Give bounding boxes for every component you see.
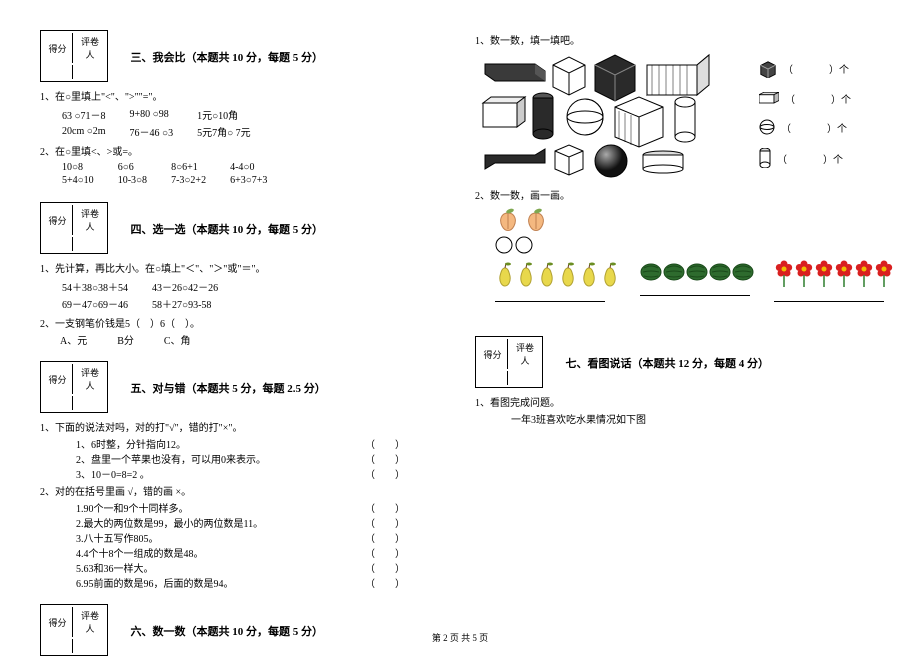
count-row: （）个 [759, 60, 880, 78]
s5-q2-item: 5.63和36一样大。（ ） [76, 560, 445, 575]
s7-q1-sub: 一年3班喜欢吃水果情况如下图 [475, 411, 880, 426]
reviewer-value [75, 65, 105, 79]
s5-q2-item: 2.最大的两位数是99，最小的两位数是11。（ ） [76, 515, 445, 530]
count-row: （）个 [759, 119, 880, 135]
flower-icon [834, 260, 854, 288]
box-shape-icon [485, 64, 545, 81]
shapes-area: （）个 （）个 （）个 （）个 [475, 49, 880, 179]
pear-icon [558, 260, 578, 288]
shapes-collection [475, 49, 755, 179]
cylinder-icon [759, 148, 771, 168]
s5-q1-item: 3、10－0=8=2 。（ ） [76, 466, 445, 481]
pear-set [495, 260, 620, 302]
sphere-dark-icon [595, 145, 627, 177]
pear-icon [537, 260, 557, 288]
pear-icon [600, 260, 620, 288]
s5-q1: 1、下面的说法对吗，对的打"√"，错的打"×"。 [40, 419, 445, 434]
count-row: （）个 [759, 91, 880, 106]
cube-hatched-icon [615, 97, 663, 147]
box-flat-icon [485, 149, 545, 169]
answer-line [774, 296, 884, 302]
section-7-title: 七、看图说话（本题共 12 分，每题 4 分） [566, 358, 770, 370]
s4-q1-table: 54＋38○38＋5443－26○42－26 69－47○69－4658＋27○… [40, 277, 242, 313]
flower-icon [794, 260, 814, 288]
peach-row [475, 206, 880, 232]
melon-set [640, 260, 754, 302]
left-column: 得分评卷人 三、我会比（本题共 10 分，每题 5 分） 1、在○里填上"<"、… [40, 30, 445, 620]
cylinder-dark-icon [533, 93, 553, 139]
melon-icon [640, 260, 662, 282]
circle-row [475, 236, 880, 254]
s4-q2-opts: A、元 B分 C、角 [40, 332, 445, 347]
answer-line [495, 296, 605, 302]
s5-q1-item: 1、6时整，分针指向12。（ ） [76, 436, 445, 451]
s3-q1: 1、在○里填上"<"、">""="。 [40, 88, 445, 103]
s5-q2-item: 1.90个一和9个十同样多。（ ） [76, 500, 445, 515]
s4-q2: 2、一支钢笔价钱是5（ ）6（ ）。 [40, 315, 445, 330]
s3-q1-table: 63 ○71－89+80 ○981元○10角 20cm ○2m76－46 ○35… [40, 105, 275, 141]
box-icon [759, 92, 779, 104]
section-3-title: 三、我会比（本题共 10 分，每题 5 分） [131, 52, 324, 64]
circle-icon [495, 236, 513, 254]
pear-icon [516, 260, 536, 288]
count-answers: （）个 （）个 （）个 （）个 [759, 49, 880, 179]
section-3: 得分评卷人 三、我会比（本题共 10 分，每题 5 分） 1、在○里填上"<"、… [40, 30, 445, 188]
answer-line [640, 290, 750, 296]
s6-q1: 1、数一数，填一填吧。 [475, 32, 880, 47]
flower-set [774, 260, 894, 302]
score-value [43, 65, 73, 79]
score-label: 得分 [43, 33, 73, 63]
s5-q2-item: 4.4个十8个一组成的数是48。（ ） [76, 545, 445, 560]
sphere-icon [567, 99, 603, 135]
section-5-title: 五、对与错（本题共 5 分，每题 2.5 分） [131, 383, 326, 395]
cube-outline-small-icon [555, 145, 583, 175]
cube-outline-icon [553, 57, 585, 95]
peach-icon [495, 206, 521, 232]
box-hatched-icon [647, 55, 709, 95]
s5-q2-item: 6.95前面的数是96，后面的数是94。（ ） [76, 575, 445, 590]
flower-icon [774, 260, 794, 288]
s5-q2: 2、对的在括号里画 √，错的画 ×。 [40, 483, 445, 498]
score-box-6: 得分评卷人 [40, 604, 108, 656]
page-footer: 第 2 页 共 5 页 [0, 631, 920, 644]
section-4-title: 四、选一选（本题共 10 分，每题 5 分） [131, 224, 324, 236]
box-outline-icon [483, 97, 525, 127]
melon-icon [709, 260, 731, 282]
right-column: 1、数一数，填一填吧。 [475, 30, 880, 620]
cube-icon [759, 60, 777, 78]
score-box-7: 得分评卷人 [475, 336, 543, 388]
score-box-3: 得分评卷人 [40, 30, 108, 82]
pear-icon [495, 260, 515, 288]
section-4: 得分评卷人 四、选一选（本题共 10 分，每题 5 分） 1、先计算，再比大小。… [40, 202, 445, 347]
ball-icon [759, 119, 775, 135]
melon-icon [663, 260, 685, 282]
reviewer-label: 评卷人 [75, 33, 105, 63]
flower-icon [854, 260, 874, 288]
s5-q2-item: 3.八十五写作805。（ ） [76, 530, 445, 545]
s3-q2: 2、在○里填<、>或=。 [40, 143, 445, 158]
circle-icon [515, 236, 533, 254]
section-7: 得分评卷人 七、看图说话（本题共 12 分，每题 4 分） 1、看图完成问题。 … [475, 336, 880, 426]
fruit-sets [475, 260, 880, 302]
s4-q1: 1、先计算，再比大小。在○填上"＜"、"＞"或"＝"。 [40, 260, 445, 275]
flower-icon [814, 260, 834, 288]
s7-q1: 1、看图完成问题。 [475, 394, 880, 409]
section-5: 得分评卷人 五、对与错（本题共 5 分，每题 2.5 分） 1、下面的说法对吗，… [40, 361, 445, 590]
score-box-4: 得分评卷人 [40, 202, 108, 254]
melon-icon [686, 260, 708, 282]
pear-icon [579, 260, 599, 288]
score-box-5: 得分评卷人 [40, 361, 108, 413]
cube-dark-icon [595, 55, 635, 101]
cylinder-short-icon [643, 151, 683, 173]
flower-icon [874, 260, 894, 288]
s5-q1-item: 2、盘里一个苹果也没有，可以用0来表示。（ ） [76, 451, 445, 466]
count-row: （）个 [759, 148, 880, 168]
melon-icon [732, 260, 754, 282]
s3-q2-table: 10○86○68○6+14-4○0 5+4○1010-3○87-3○2+26+3… [40, 160, 291, 188]
peach-icon [523, 206, 549, 232]
s6-q2: 2、数一数，画一画。 [475, 187, 880, 202]
cylinder-outline-icon [675, 97, 695, 142]
shapes-svg [475, 49, 755, 179]
